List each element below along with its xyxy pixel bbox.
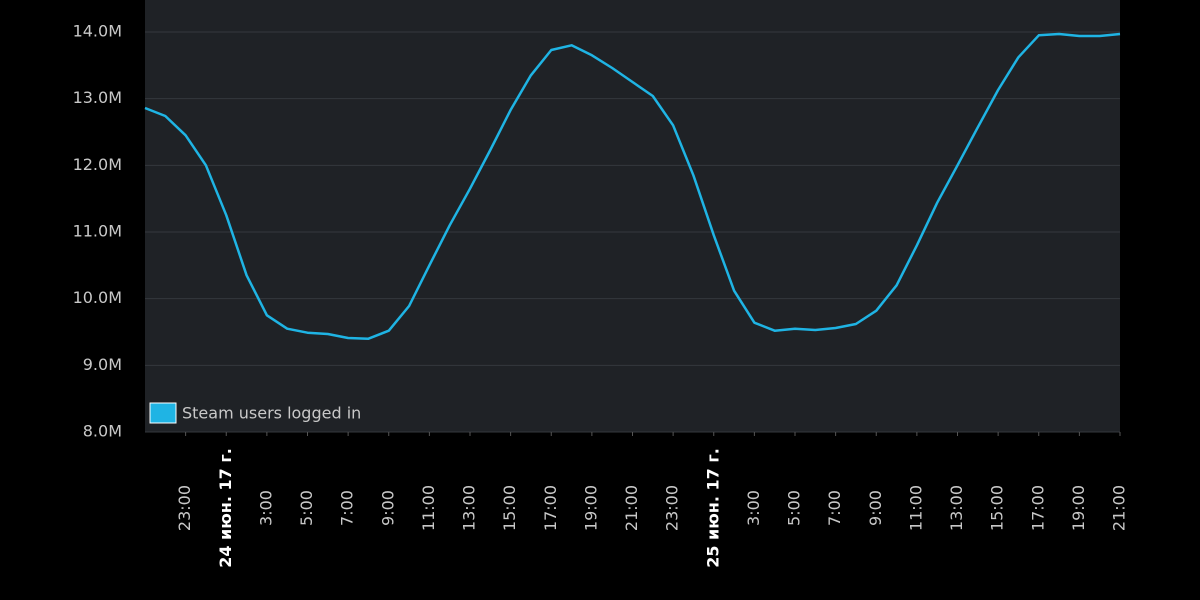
plot-area [145,0,1120,432]
x-tick-label: 15:00 [500,485,519,531]
y-tick-label: 11.0M [73,222,122,241]
x-tick-label: 23:00 [175,485,194,531]
y-tick-label: 10.0M [73,288,122,307]
x-tick-label: 5:00 [785,490,804,526]
x-tick-label: 11:00 [906,485,925,531]
data-line [144,32,1121,340]
x-tick-label: 17:00 [1028,485,1047,531]
legend-label: Steam users logged in [182,404,361,423]
y-tick-label: 12.0M [73,155,122,174]
x-tick-label: 3:00 [256,490,275,526]
x-tick-label: 19:00 [1069,485,1088,531]
x-tick-label: 25 июн. 17 г. [703,448,722,568]
x-tick-label: 11:00 [419,485,438,531]
x-tick-label: 9:00 [378,490,397,526]
x-tick-label: 23:00 [663,485,682,531]
y-tick-label: 14.0M [73,22,122,41]
x-tick-label: 24 июн. 17 г. [216,448,235,568]
x-tick-label: 17:00 [541,485,560,531]
y-tick-label: 13.0M [73,88,122,107]
x-tick-label: 5:00 [297,490,316,526]
x-tick-label: 13:00 [947,485,966,531]
x-tick-label: 7:00 [825,490,844,526]
x-tick-label: 13:00 [460,485,479,531]
x-tick-label: 3:00 [744,490,763,526]
x-tick-label: 21:00 [1110,485,1129,531]
x-tick-label: 19:00 [581,485,600,531]
x-tick-label: 7:00 [338,490,357,526]
x-tick-label: 21:00 [622,485,641,531]
y-tick-label: 9.0M [83,355,122,374]
x-tick-label: 15:00 [988,485,1007,531]
legend-swatch [149,402,177,424]
y-tick-label: 8.0M [83,422,122,441]
x-tick-label: 9:00 [866,490,885,526]
